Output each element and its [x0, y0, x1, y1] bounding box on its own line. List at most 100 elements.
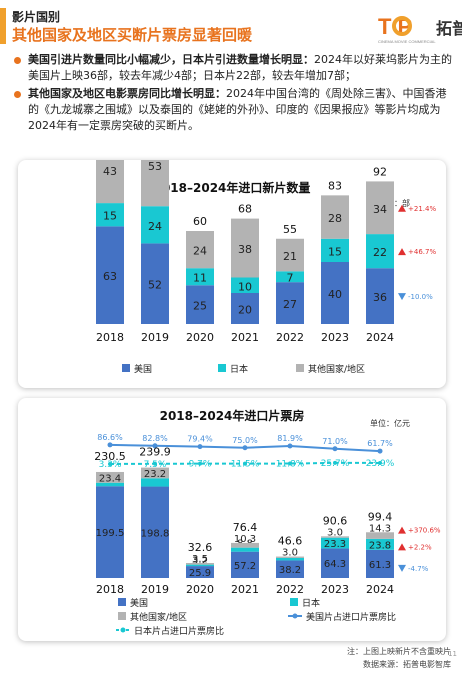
bullet-heading: 其他国家及地区电影票房同比增长明显：	[28, 87, 226, 100]
x-tick-label: 2023	[321, 331, 349, 344]
segment-label: 198.8	[141, 528, 170, 539]
segment-label: 14.3	[369, 523, 391, 534]
legend-label: 其他国家/地区	[130, 611, 187, 623]
legend-marker	[292, 613, 298, 619]
x-tick-label: 2018	[96, 331, 124, 344]
jp-share-point	[333, 460, 337, 465]
bar-segment	[141, 486, 169, 578]
segment-label: 38.2	[279, 565, 301, 576]
legend-swatch	[118, 612, 126, 620]
bar-segment	[231, 542, 259, 548]
segment-label: 22	[373, 246, 387, 259]
chart-title: 2018–2024年进口片票房	[160, 408, 305, 423]
change-label: +46.7%	[408, 248, 436, 256]
us-share-point	[242, 445, 248, 451]
total-label: 83	[328, 179, 342, 192]
x-tick-label: 2023	[321, 583, 349, 596]
bar-segment	[96, 203, 124, 227]
bar-segment	[141, 478, 169, 487]
logo-cn: 拓普	[436, 19, 462, 38]
bullet-item: 其他国家及地区电影票房同比增长明显：2024年中国台湾的《周处除三害》、中国香港…	[14, 86, 456, 134]
us-share-label: 81.9%	[277, 434, 303, 443]
segment-label: 27	[283, 298, 297, 311]
bar-segment	[186, 564, 214, 567]
us-share-point	[332, 446, 338, 452]
bar-segment	[366, 234, 394, 269]
jp-share-label: 11.8%	[276, 460, 305, 470]
bar-segment	[231, 277, 259, 293]
segment-label: 10.3	[234, 534, 256, 545]
jp-share-label: 23.9%	[366, 459, 395, 469]
total-label: 32.6	[188, 541, 213, 554]
jp-share-label: 7.5%	[144, 460, 167, 470]
total-label: 90.6	[323, 514, 348, 527]
bar-segment	[186, 268, 214, 286]
us-share-point	[152, 443, 158, 449]
bar-segment	[321, 195, 349, 239]
segment-label: 10	[238, 280, 252, 293]
bar-segment	[321, 548, 349, 578]
legend-label: 美国片占进口片票房比	[306, 611, 396, 623]
total-label: 55	[283, 223, 297, 236]
bar-segment	[276, 271, 304, 283]
bullet-list: 美国引进片数量同比小幅减少，日本片引进数量增长明显：2024年以好莱坞影片为主的…	[14, 52, 456, 136]
segment-label: 36	[373, 291, 387, 304]
legend-marker	[120, 627, 126, 633]
bar-segment	[276, 556, 304, 558]
segment-label: 57.2	[234, 561, 256, 572]
x-tick-label: 2024	[366, 331, 394, 344]
segment-label: 20	[238, 304, 252, 317]
jp-share-label: 25.7%	[321, 459, 350, 469]
bar-segment	[186, 231, 214, 269]
bar-segment	[231, 218, 259, 278]
us-share-label: 86.6%	[97, 433, 123, 442]
segment-label: 43	[103, 165, 117, 178]
up-arrow-icon	[398, 526, 406, 534]
bar-segment	[96, 482, 124, 487]
legend-label: 日本	[230, 363, 248, 375]
us-share-label: 61.7%	[367, 439, 393, 448]
segment-label: 25.9	[189, 568, 211, 579]
legend-swatch	[122, 364, 130, 372]
legend-label: 日本片占进口片票房比	[134, 625, 224, 637]
jp-share-label: 3.3%	[99, 460, 122, 470]
bullet-item: 美国引进片数量同比小幅减少，日本片引进数量增长明显：2024年以好莱坞影片为主的…	[14, 52, 456, 84]
total-label: 99.4	[368, 510, 393, 523]
bar-segment	[186, 563, 214, 565]
jp-share-label: 11.5%	[231, 460, 260, 470]
segment-label: 23.8	[369, 540, 391, 551]
legend-swatch	[290, 598, 298, 606]
us-share-label: 75.0%	[232, 436, 258, 445]
jp-share-point	[288, 461, 292, 466]
segment-label: 23.3	[324, 539, 346, 550]
legend-label: 美国	[134, 363, 152, 375]
bullet-text: 2024年中国台湾的《周处除三害》、中国香港的《九龙城寨之围城》以及泰国的《姥姥…	[28, 87, 447, 132]
bullet-heading: 美国引进片数量同比小幅减少，日本片引进数量增长明显：	[28, 53, 314, 66]
chart-unit: 单位：亿元	[370, 418, 410, 428]
bar-segment	[231, 293, 259, 324]
page-number: 11	[448, 650, 457, 658]
bar-segment	[276, 560, 304, 578]
us-share-point	[107, 442, 113, 448]
segment-label: 52	[148, 279, 162, 292]
us-share-label: 79.4%	[187, 435, 213, 444]
bar-segment	[366, 549, 394, 578]
bar-segment	[186, 285, 214, 324]
us-share-label: 71.0%	[322, 437, 348, 446]
segment-label: 24	[148, 220, 162, 233]
accent-bar	[0, 8, 6, 44]
segment-label: 34	[373, 203, 387, 216]
legend-swatch	[118, 598, 126, 606]
legend-swatch	[218, 364, 226, 372]
jp-share-label: 9.7%	[189, 460, 212, 470]
jp-share-point	[378, 460, 382, 465]
jp-share-point	[108, 461, 112, 466]
bar-segment	[276, 557, 304, 561]
x-tick-label: 2022	[276, 583, 304, 596]
segment-label: 11	[193, 272, 207, 285]
bar-segment	[141, 467, 169, 479]
x-tick-label: 2020	[186, 583, 214, 596]
bar-segment	[96, 160, 124, 204]
segment-label: 61.3	[369, 560, 391, 571]
